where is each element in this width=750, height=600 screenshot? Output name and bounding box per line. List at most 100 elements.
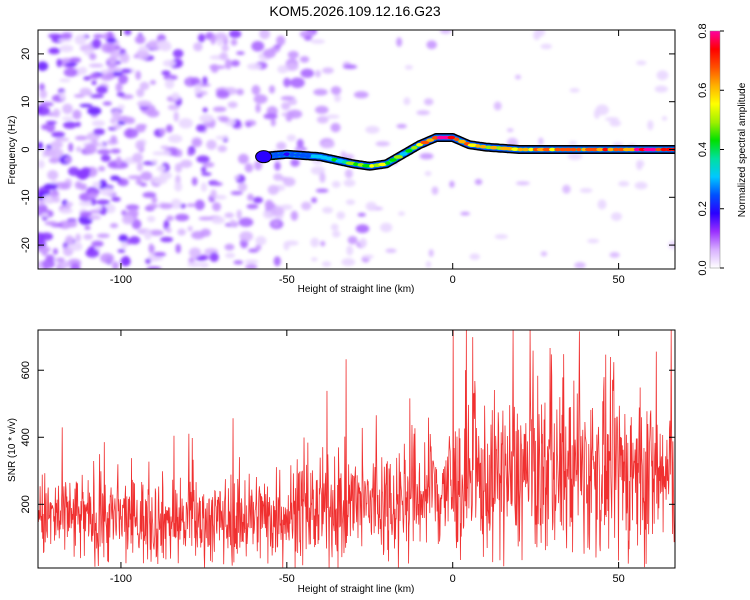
noise-blob (270, 206, 285, 217)
noise-blob (54, 137, 70, 142)
noise-blob (197, 33, 206, 43)
snr-frame (37, 329, 676, 569)
noise-blob (115, 82, 123, 93)
noise-blob (656, 70, 669, 81)
noise-blob (587, 238, 600, 244)
noise-blob (191, 231, 205, 240)
noise-blob (216, 38, 224, 46)
noise-blob (574, 262, 586, 269)
noise-blob (273, 256, 281, 267)
noise-blob (225, 252, 236, 259)
noise-blob (567, 152, 583, 161)
ridge-source-blob (255, 150, 273, 164)
noise-blob (290, 210, 299, 221)
ridge-segment (277, 152, 286, 157)
noise-blob (290, 158, 300, 167)
ridge-segment (426, 138, 434, 142)
noise-blob (253, 94, 268, 104)
noise-blob (101, 42, 116, 54)
noise-blob (49, 148, 64, 159)
snr-x-axis-label: Height of straight line (km) (298, 584, 415, 595)
noise-blob (38, 204, 48, 213)
noise-blob (110, 148, 121, 154)
noise-blob (301, 201, 312, 211)
noise-blob (247, 63, 262, 70)
noise-blob (187, 262, 202, 268)
x-tick-label: 50 (612, 274, 624, 286)
noise-blob (153, 251, 167, 257)
colorbar: 0.0 0.2 0.4 0.6 0.8 Normalized spectral ampl… (697, 23, 748, 275)
noise-blob (45, 122, 56, 133)
noise-blob (345, 199, 356, 205)
noise-blob (347, 235, 358, 245)
noise-blob (167, 104, 180, 111)
noise-blob (132, 152, 144, 163)
noise-blob (202, 161, 215, 168)
y-tick-label: 20 (20, 48, 32, 60)
x-tick-label: 0 (450, 573, 456, 585)
noise-blob (343, 179, 356, 187)
noise-blob (618, 181, 630, 187)
noise-blob (279, 176, 289, 182)
noise-blob (117, 120, 126, 125)
x-tick-label: -100 (110, 573, 132, 585)
noise-blob (322, 206, 333, 214)
noise-blob (227, 101, 238, 109)
noise-blob (342, 64, 358, 70)
noise-blob (136, 88, 145, 98)
noise-blob (218, 116, 230, 123)
noise-blob (176, 149, 183, 158)
ridge-segment (420, 140, 430, 145)
noise-blob (100, 154, 111, 162)
noise-blob (112, 124, 123, 129)
noise-blob (44, 220, 58, 226)
noise-blob (178, 118, 193, 129)
noise-blob (108, 59, 117, 65)
noise-blob (187, 150, 193, 156)
noise-blob (313, 88, 328, 96)
noise-blob (148, 243, 154, 254)
ridge-segment (649, 147, 657, 152)
noise-blob (332, 230, 341, 238)
noise-blob (67, 220, 78, 228)
noise-blob (263, 48, 276, 59)
noise-blob (375, 141, 390, 147)
noise-blob (245, 263, 258, 269)
ridge-segment (320, 155, 328, 160)
ridge-segment (447, 135, 456, 140)
noise-blob (238, 217, 254, 227)
noise-blob (126, 127, 133, 138)
noise-blob (68, 166, 80, 177)
noise-blob (90, 197, 97, 206)
noise-blob (514, 74, 522, 80)
noise-blob (123, 30, 132, 36)
noise-blob (117, 249, 126, 253)
ridge-segment (485, 145, 492, 150)
noise-blob (279, 204, 293, 210)
noise-blob (341, 258, 356, 267)
noise-blob (267, 184, 279, 195)
noise-blob (212, 106, 227, 113)
noise-blob (172, 49, 184, 58)
noise-blob (83, 76, 91, 81)
noise-blob (431, 186, 439, 195)
noise-blob (47, 170, 59, 181)
noise-blob (311, 197, 318, 204)
noise-blob (49, 191, 60, 198)
noise-blob (299, 56, 310, 63)
noise-blob (146, 215, 156, 223)
noise-blob (162, 149, 171, 156)
noise-blob (85, 248, 100, 258)
noise-blob (346, 245, 354, 256)
noise-blob (416, 110, 430, 116)
noise-blob (224, 58, 232, 70)
ridge-segment (289, 152, 296, 157)
noise-blob (148, 229, 164, 236)
x-tick-label: 0 (450, 274, 456, 286)
noise-blob (79, 211, 92, 218)
noise-blob (210, 34, 216, 45)
noise-blob (238, 153, 249, 165)
noise-blob (296, 138, 304, 149)
